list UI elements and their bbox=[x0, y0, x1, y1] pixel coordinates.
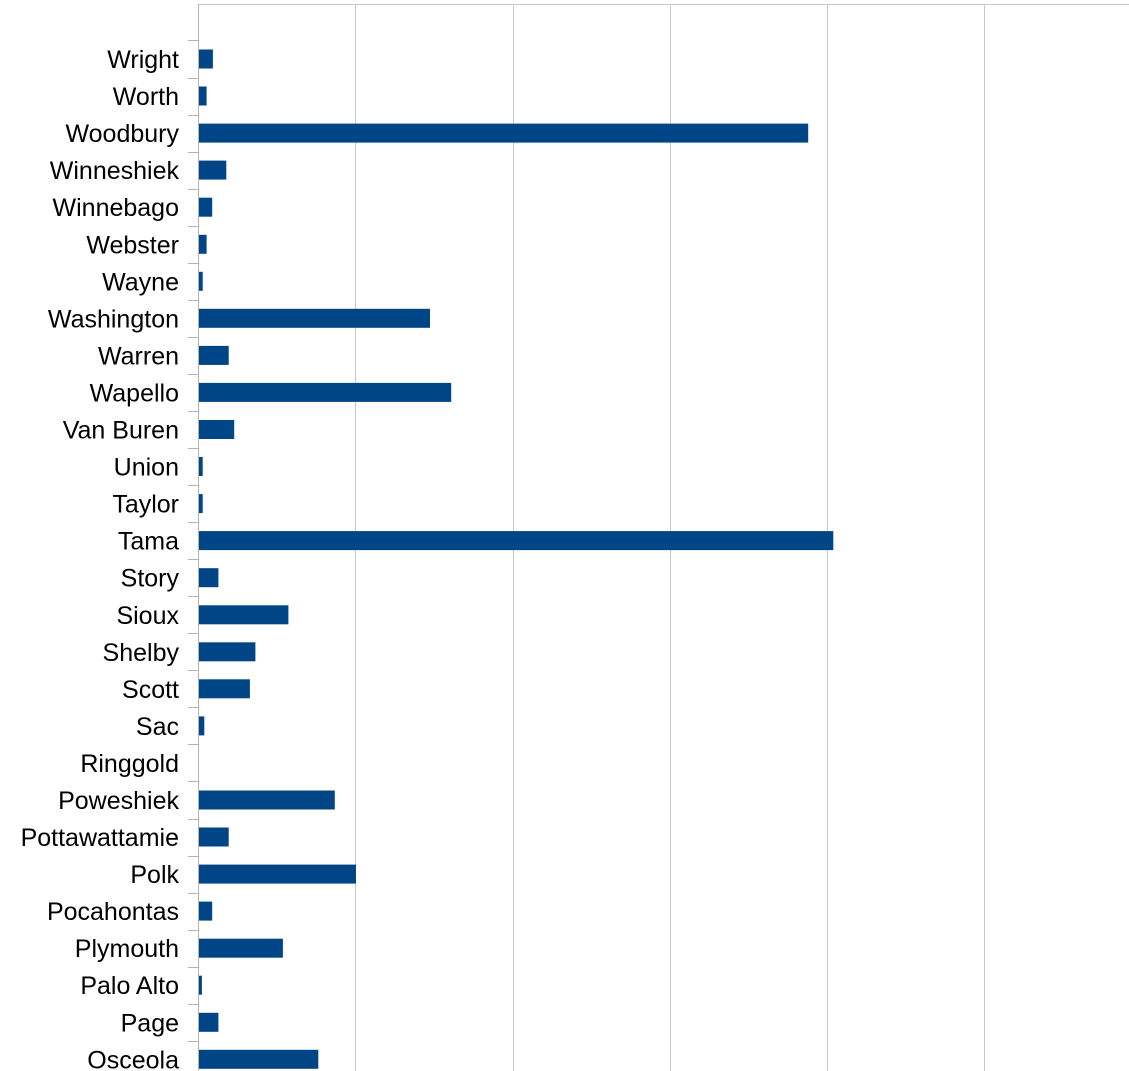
bar-sac bbox=[198, 716, 205, 736]
category-label: Osceola bbox=[87, 1046, 179, 1071]
category-label: Union bbox=[114, 454, 179, 482]
bar-scott bbox=[198, 679, 250, 699]
category-label: Taylor bbox=[112, 491, 179, 519]
bar-sioux bbox=[198, 605, 289, 625]
bar-polk bbox=[198, 864, 356, 884]
category-label: Plymouth bbox=[75, 935, 179, 963]
category-label: Wayne bbox=[102, 268, 179, 296]
bar-worth bbox=[198, 86, 207, 106]
bar-page bbox=[198, 1012, 219, 1032]
category-label: Worth bbox=[113, 83, 179, 111]
bar-van-buren bbox=[198, 420, 235, 439]
bar-wright bbox=[198, 49, 213, 69]
bar-shelby bbox=[198, 642, 256, 662]
category-label: Warren bbox=[98, 342, 179, 370]
category-label: Wright bbox=[107, 46, 179, 74]
bar-winnebago bbox=[198, 197, 213, 217]
bar-webster bbox=[198, 234, 207, 254]
category-label: Scott bbox=[122, 676, 179, 704]
category-label: Tama bbox=[118, 528, 179, 556]
category-label: Van Buren bbox=[63, 417, 179, 445]
category-label: Poweshiek bbox=[58, 787, 179, 815]
category-label: Woodbury bbox=[66, 120, 180, 148]
category-label: Shelby bbox=[103, 639, 180, 667]
bars bbox=[198, 49, 834, 1069]
bar-woodbury bbox=[198, 123, 809, 143]
category-label: Winneshiek bbox=[50, 157, 180, 185]
category-label: Pottawattamie bbox=[21, 824, 179, 852]
category-label: Palo Alto bbox=[80, 972, 179, 1000]
bar-story bbox=[198, 568, 219, 588]
bar-wapello bbox=[198, 382, 452, 402]
category-label: Story bbox=[121, 565, 180, 593]
category-label: Pocahontas bbox=[47, 898, 179, 926]
bar-warren bbox=[198, 345, 229, 365]
category-label: Page bbox=[121, 1009, 179, 1037]
bar-pottawattamie bbox=[198, 827, 229, 847]
bar-taylor bbox=[198, 494, 203, 514]
category-label: Sioux bbox=[116, 602, 179, 630]
category-labels: Wright Worth Woodbury Winneshiek Winnebago We… bbox=[21, 46, 180, 1071]
category-label: Ringgold bbox=[80, 750, 179, 778]
bar-tama bbox=[198, 531, 834, 551]
category-label: Wapello bbox=[90, 379, 179, 407]
bar-osceola bbox=[198, 1049, 319, 1069]
bar-poweshiek bbox=[198, 790, 335, 810]
bar-palo-alto bbox=[198, 975, 202, 995]
bar-union bbox=[198, 457, 203, 476]
category-label: Polk bbox=[130, 861, 179, 889]
bar-wayne bbox=[198, 271, 203, 291]
bar-washington bbox=[198, 308, 430, 328]
category-label: Washington bbox=[48, 305, 179, 333]
bar-pocahontas bbox=[198, 901, 213, 921]
category-label: Winnebago bbox=[53, 194, 179, 222]
category-label: Sac bbox=[136, 713, 179, 741]
y-axis bbox=[188, 4, 199, 1071]
bar-plymouth bbox=[198, 938, 283, 958]
bar-winneshiek bbox=[198, 160, 227, 180]
category-label: Webster bbox=[86, 231, 179, 259]
